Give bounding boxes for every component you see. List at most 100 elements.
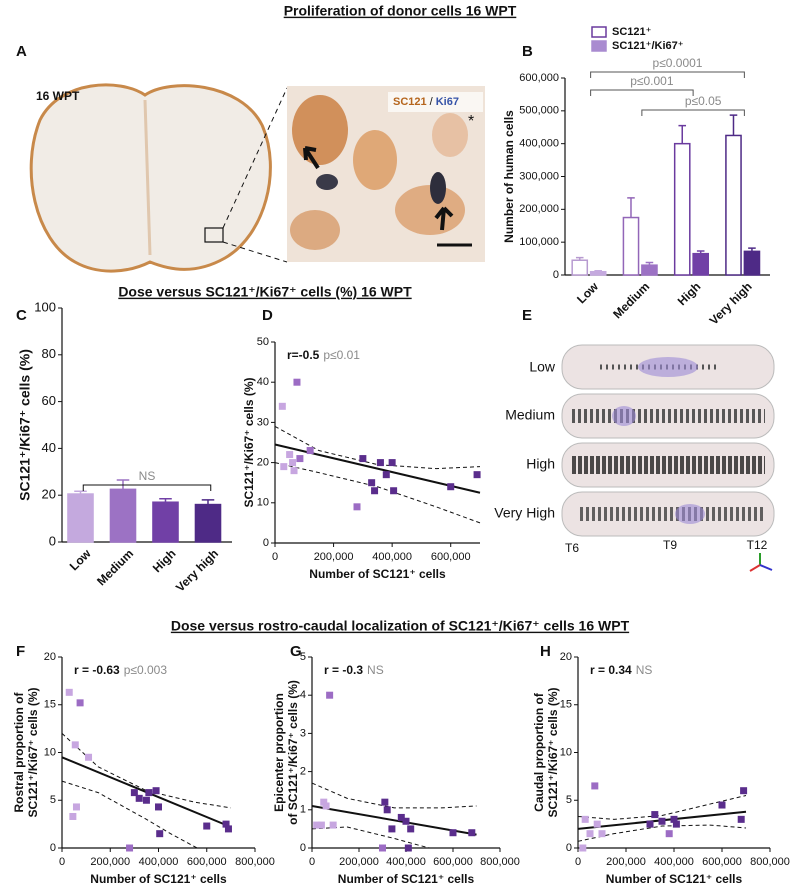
error-bar xyxy=(575,256,584,261)
reconstruction-e: Low Medium High Very High T6 T9 T12 xyxy=(494,344,775,572)
x-tick-label: 0 xyxy=(309,856,315,868)
bar xyxy=(571,259,589,276)
y-tick-label: 1 xyxy=(300,804,306,816)
significance-bracket xyxy=(590,71,745,78)
data-point xyxy=(289,459,297,467)
x-tick-label: Medium xyxy=(94,546,136,588)
data-point xyxy=(203,822,211,830)
data-point xyxy=(224,825,232,833)
data-point xyxy=(586,830,594,838)
x-tick-label: 200,000 xyxy=(339,856,379,868)
p-value-label: p≤0.003 xyxy=(124,663,168,677)
x-axis-label: Number of SC121⁺ cells xyxy=(309,567,446,581)
x-tick-label: High xyxy=(675,279,704,308)
orientation-axis xyxy=(759,564,773,571)
y-tick-label: 20 xyxy=(42,487,56,502)
significance-bracket xyxy=(641,109,745,116)
y-tick-label: 20 xyxy=(560,651,572,663)
label-background xyxy=(388,92,483,112)
y-tick-label: 400,000 xyxy=(519,138,559,150)
inset-guide xyxy=(222,241,288,263)
confidence-band xyxy=(274,425,481,470)
data-point xyxy=(579,844,587,852)
stain xyxy=(432,113,468,157)
panel-letter: D xyxy=(262,307,273,324)
x-tick-label: 600,000 xyxy=(187,856,227,868)
error-bar xyxy=(627,197,635,218)
bar xyxy=(692,252,710,276)
x-tick-label: 200,000 xyxy=(606,856,646,868)
level-label: T9 xyxy=(663,538,677,552)
data-point xyxy=(280,463,288,471)
stain-name: Ki67 xyxy=(436,96,459,108)
stain xyxy=(353,130,397,190)
error-bar xyxy=(201,499,215,505)
y-tick-label: 80 xyxy=(42,346,56,361)
data-point xyxy=(402,817,410,825)
confidence-band xyxy=(577,794,747,820)
inset-guide xyxy=(222,87,288,229)
significance-bracket xyxy=(82,484,212,491)
y-axis-label: Rostral proportion of xyxy=(12,692,26,813)
data-point xyxy=(407,825,415,833)
data-point xyxy=(672,820,680,828)
panel-letter: B xyxy=(522,43,533,60)
error-bar xyxy=(159,497,172,503)
x-tick-label: High xyxy=(150,546,179,575)
data-point xyxy=(368,479,376,487)
data-point xyxy=(670,815,678,823)
section-heading: Dose versus rostro-caudal localization o… xyxy=(171,618,630,634)
y-tick-label: 40 xyxy=(257,376,269,388)
x-tick-label: 200,000 xyxy=(90,856,130,868)
y-tick-label: 10 xyxy=(44,746,56,758)
significance-label: p≤0.0001 xyxy=(653,56,703,70)
data-point xyxy=(322,802,330,810)
data-point xyxy=(72,803,80,811)
y-tick-label: 0 xyxy=(553,269,559,281)
epicenter xyxy=(638,357,698,377)
data-point xyxy=(740,787,748,795)
x-tick-label: Low xyxy=(67,546,94,573)
data-point xyxy=(447,483,455,491)
data-point xyxy=(382,471,390,479)
data-point xyxy=(388,459,396,467)
stain xyxy=(395,185,465,235)
y-tick-label: 30 xyxy=(257,416,269,428)
stain xyxy=(292,95,348,165)
data-point xyxy=(278,402,286,410)
cord-reconstruction xyxy=(561,491,775,537)
bar xyxy=(725,134,742,276)
row-label: Low xyxy=(529,359,556,375)
micrograph-a: SC121/Ki67 * 16 WPT xyxy=(29,83,485,273)
panel-letter: C xyxy=(16,307,27,324)
data-point xyxy=(130,789,138,797)
data-point xyxy=(290,467,298,475)
x-tick-label: Very high xyxy=(173,546,221,594)
legend-label: SC121⁺/Ki67⁺ xyxy=(612,40,684,52)
bar xyxy=(589,270,607,276)
correlation-label: r=-0.5 xyxy=(287,348,320,362)
y-axis-label: SC121⁺/Ki67⁺ cells (%) xyxy=(26,687,40,817)
cord-midline xyxy=(143,99,152,256)
data-point xyxy=(658,817,666,825)
level-label: T6 xyxy=(565,541,579,555)
x-tick-label: Medium xyxy=(610,279,652,321)
y-tick-label: 5 xyxy=(50,794,56,806)
level-label: T12 xyxy=(747,538,768,552)
significance-bracket xyxy=(590,89,694,96)
data-point xyxy=(468,829,476,837)
x-tick-label: Low xyxy=(574,279,601,306)
panel-letter: F xyxy=(16,643,25,660)
data-point xyxy=(359,455,367,463)
data-point xyxy=(383,806,391,814)
section-heading: Dose versus SC121⁺/Ki67⁺ cells (%) 16 WP… xyxy=(118,284,412,300)
y-tick-label: 2 xyxy=(300,766,306,778)
y-tick-label: 300,000 xyxy=(519,170,559,182)
x-tick-label: 0 xyxy=(272,551,278,563)
x-axis-label: Number of SC121⁺ cells xyxy=(90,872,227,886)
y-tick-label: 20 xyxy=(44,651,56,663)
data-point xyxy=(371,487,379,495)
row-label: Very High xyxy=(494,505,555,521)
y-tick-label: 500,000 xyxy=(519,105,559,117)
x-tick-label: 600,000 xyxy=(702,856,742,868)
